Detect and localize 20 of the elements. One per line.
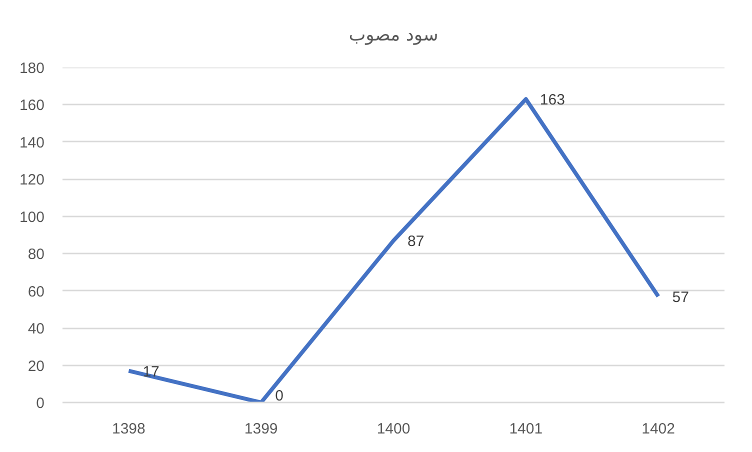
x-tick-label: 1400	[376, 420, 410, 438]
y-tick-label: 80	[28, 246, 45, 264]
y-tick-label: 40	[28, 320, 45, 338]
y-tick-label: 60	[28, 283, 45, 300]
data-label: 87	[408, 233, 424, 250]
y-tick-label: 120	[19, 172, 45, 189]
x-tick-label: 1399	[244, 420, 278, 438]
y-tick-label: 140	[19, 134, 45, 152]
data-label: 0	[275, 388, 284, 404]
y-tick-label: 20	[28, 358, 45, 375]
y-tick-label: 0	[36, 395, 44, 412]
x-tick-label: 1401	[509, 420, 543, 438]
y-tick-label: 100	[19, 208, 45, 226]
x-tick-label: 1398	[112, 420, 146, 438]
y-tick-label: 160	[19, 97, 45, 114]
chart-title: سود مصوب	[348, 24, 438, 46]
data-label: 163	[540, 92, 565, 109]
x-tick-label: 1402	[642, 420, 675, 438]
y-tick-label: 180	[19, 60, 45, 77]
data-label: 57	[672, 288, 689, 306]
